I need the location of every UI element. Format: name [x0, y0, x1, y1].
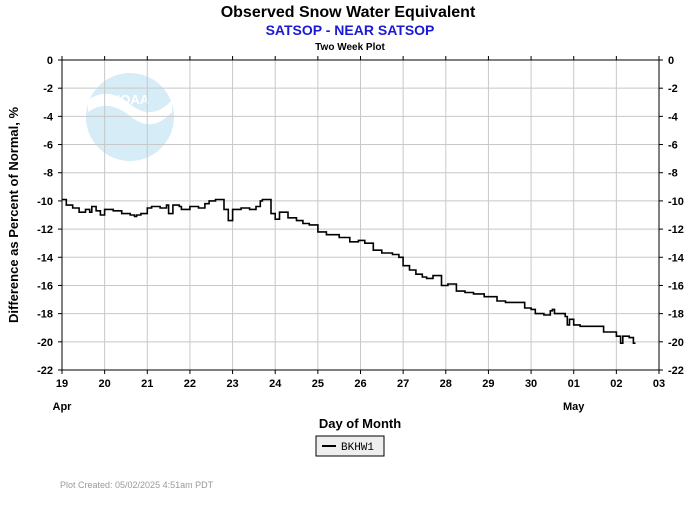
y-tick-label-right: -12 [668, 224, 684, 236]
y-tick-label-left: -22 [37, 365, 53, 377]
y-tick-label-left: 0 [47, 55, 53, 67]
month-label: Apr [53, 401, 73, 413]
month-label: May [563, 401, 585, 413]
y-tick-label-left: -10 [37, 196, 53, 208]
y-tick-label-right: 0 [668, 55, 674, 67]
y-tick-label-right: -14 [668, 252, 685, 264]
series-layer [62, 198, 636, 344]
x-tick-label: 02 [610, 378, 622, 390]
y-tick-label-right: -20 [668, 337, 684, 349]
y-tick-label-right: -6 [668, 140, 678, 152]
y-tick-label-right: -4 [668, 111, 679, 123]
y-tick-label-right: -18 [668, 309, 684, 321]
x-tick-label: 01 [568, 378, 580, 390]
plot-created-note: Plot Created: 05/02/2025 4:51am PDT [60, 480, 214, 490]
x-tick-label: 20 [99, 378, 111, 390]
y-tick-label-left: -16 [37, 280, 53, 292]
y-tick-label-right: -22 [668, 365, 684, 377]
x-tick-label: 22 [184, 378, 196, 390]
legend: BKHW1 [315, 435, 385, 457]
y-tick-label-left: -12 [37, 224, 53, 236]
axis-ticks [58, 56, 663, 374]
x-tick-label: 21 [141, 378, 153, 390]
x-tick-label: 30 [525, 378, 537, 390]
noaa-logo-icon: NOAA [86, 73, 174, 161]
x-tick-label: 27 [397, 378, 409, 390]
y-tick-label-left: -8 [43, 168, 53, 180]
x-tick-label: 26 [354, 378, 366, 390]
y-tick-label-left: -14 [37, 252, 54, 264]
x-tick-label: 28 [440, 378, 452, 390]
noaa-logo-text: NOAA [111, 92, 150, 107]
chart-title: Observed Snow Water Equivalent [221, 4, 476, 21]
y-axis-title: Difference as Percent of Normal, % [6, 107, 21, 323]
tick-labels: 19 20 21 22 23 24 25 26 27 28 29 30 01 02 03 0 0 -2 -2 -4 -4… [37, 55, 685, 413]
x-axis-title: Day of Month [319, 416, 401, 431]
y-tick-label-left: -18 [37, 309, 53, 321]
plot-type-label: Two Week Plot [315, 42, 385, 53]
legend-label: BKHW1 [341, 442, 374, 454]
y-tick-label-left: -2 [43, 83, 53, 95]
y-tick-label-right: -16 [668, 280, 684, 292]
legend-box [315, 435, 385, 457]
y-tick-label-right: -2 [668, 83, 678, 95]
x-tick-label: 24 [269, 378, 282, 390]
y-tick-label-right: -8 [668, 168, 678, 180]
x-tick-label: 03 [653, 378, 665, 390]
x-tick-label: 29 [482, 378, 494, 390]
series-line [62, 198, 636, 344]
y-tick-label-left: -6 [43, 140, 53, 152]
chart-subtitle: SATSOP - NEAR SATSOP [266, 22, 435, 38]
x-tick-label: 25 [312, 378, 324, 390]
y-tick-label-left: -4 [43, 111, 54, 123]
x-tick-label: 23 [226, 378, 238, 390]
y-tick-label-left: -20 [37, 337, 53, 349]
y-tick-label-right: -10 [668, 196, 684, 208]
x-tick-label: 19 [56, 378, 68, 390]
